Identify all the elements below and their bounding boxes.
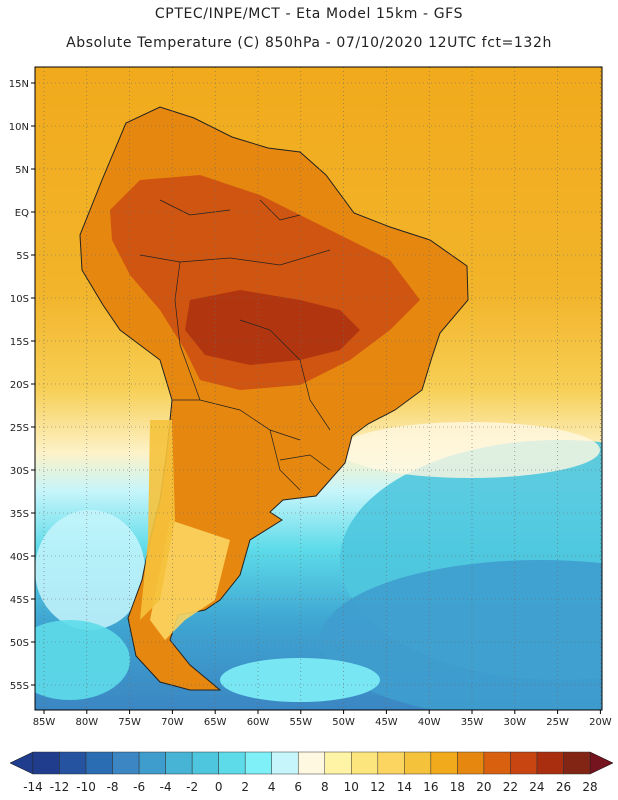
- lat-tick-label: 45S: [10, 595, 29, 606]
- colorbar-label: 2: [241, 780, 249, 794]
- colorbar-label: -10: [76, 780, 96, 794]
- cool-patagonia: [150, 520, 230, 640]
- southern-cool-patch: [220, 658, 380, 702]
- colorbar-label: 8: [321, 780, 329, 794]
- colorbar-bin: [377, 751, 405, 775]
- colorbar-label: 18: [450, 780, 465, 794]
- lon-tick-label: 35W: [461, 717, 484, 728]
- andes-cool-strip: [140, 420, 175, 620]
- colorbar-bin: [510, 751, 538, 775]
- lon-tick-label: 30W: [503, 717, 526, 728]
- colorbar: -14 -12 -10 -8 -6 -4 -2 0 2 4 6 8 10 12 14 16 18 20 22 24 26…: [9, 751, 614, 794]
- country-borders: [139, 199, 331, 491]
- colorbar-label: -2: [186, 780, 198, 794]
- colorbar-bin: [59, 751, 87, 775]
- lat-tick-label: 5S: [16, 251, 29, 262]
- lat-tick-label: 5N: [15, 165, 29, 176]
- colorbar-bin: [483, 751, 511, 775]
- colorbar-bin: [271, 751, 299, 775]
- colorbar-label: 28: [582, 780, 597, 794]
- lat-tick-label: 50S: [10, 638, 29, 649]
- lat-tick-label: 55S: [10, 681, 29, 692]
- lon-tick-label: 80W: [75, 717, 98, 728]
- colorbar-label: 10: [344, 780, 359, 794]
- colorbar-label: 26: [556, 780, 571, 794]
- colorbar-low-arrow: [9, 751, 34, 775]
- colorbar-bin: [430, 751, 458, 775]
- colorbar-bin: [191, 751, 219, 775]
- lat-tick-label: 15N: [9, 79, 29, 90]
- colorbar-bin: [351, 751, 379, 775]
- lat-tick-label: 35S: [10, 509, 29, 520]
- lon-tick-label: 65W: [204, 717, 227, 728]
- lat-tick-label: 15S: [10, 337, 29, 348]
- lat-tick-label: 20S: [10, 380, 29, 391]
- colorbar-bin: [218, 751, 246, 775]
- colorbar-label: 22: [503, 780, 518, 794]
- colorbar-bin: [32, 751, 60, 775]
- colorbar-bin: [536, 751, 564, 775]
- pacific-cold-patch: [35, 620, 130, 700]
- colorbar-label: 0: [215, 780, 223, 794]
- lon-tick-label: 60W: [247, 717, 270, 728]
- lat-tick-label: 40S: [10, 552, 29, 563]
- colorbar-label: -14: [23, 780, 43, 794]
- colorbar-bin: [138, 751, 166, 775]
- temperature-field: [35, 67, 602, 710]
- pacific-cool-patch: [35, 510, 145, 630]
- lon-tick-label: 85W: [33, 717, 56, 728]
- colorbar-label: 4: [268, 780, 276, 794]
- title-line-1: CPTEC/INPE/MCT - Eta Model 15km - GFS: [154, 6, 464, 22]
- grid-lines: [35, 67, 602, 710]
- colorbar-label: -6: [133, 780, 145, 794]
- lon-tick-label: 20W: [589, 717, 612, 728]
- colorbar-high-arrow: [589, 751, 614, 775]
- colorbar-bin: [112, 751, 140, 775]
- colorbar-label: 6: [294, 780, 302, 794]
- title-line-2: Absolute Temperature (C) 850hPa - 07/10/…: [66, 35, 552, 51]
- lon-tick-label: 25W: [546, 717, 569, 728]
- colorbar-bin: [404, 751, 432, 775]
- colorbar-bin: [563, 751, 591, 775]
- hottest-core: [185, 290, 360, 365]
- lat-tick-label: 25S: [10, 423, 29, 434]
- colorbar-label: -12: [50, 780, 70, 794]
- lon-tick-label: 75W: [118, 717, 141, 728]
- colorbar-label: -8: [107, 780, 119, 794]
- lon-tick-label: 55W: [289, 717, 312, 728]
- lon-tick-label: 50W: [332, 717, 355, 728]
- lon-tick-label: 70W: [161, 717, 184, 728]
- latitude-axis: 15N 10N 5N EQ 5S 10S 15S 20S 25S 30S 35S 40S 45S 50S 5…: [9, 79, 35, 692]
- colorbar-bin: [324, 751, 352, 775]
- mild-band: [340, 422, 600, 478]
- colorbar-label: 20: [476, 780, 491, 794]
- colorbar-label: 14: [397, 780, 412, 794]
- lon-tick-label: 40W: [418, 717, 441, 728]
- colorbar-label: -4: [160, 780, 172, 794]
- lat-tick-label: EQ: [15, 208, 29, 219]
- lat-tick-label: 10N: [9, 122, 29, 133]
- colorbar-bin: [297, 751, 326, 775]
- longitude-axis: 85W 80W 75W 70W 65W 60W 55W 50W 45W 40W 35W 30W 25W 2…: [33, 710, 612, 728]
- colorbar-bin: [85, 751, 113, 775]
- lat-tick-label: 30S: [10, 466, 29, 477]
- colorbar-bin: [165, 751, 193, 775]
- colorbar-bin: [244, 751, 272, 775]
- cold-ocean-pool-south: [320, 560, 602, 710]
- colorbar-label: 16: [423, 780, 438, 794]
- lon-tick-label: 45W: [375, 717, 398, 728]
- map-frame: [34, 66, 603, 711]
- lat-tick-label: 10S: [10, 294, 29, 305]
- colorbar-label: 24: [529, 780, 544, 794]
- colorbar-bin: [457, 751, 485, 775]
- colorbar-label: 12: [370, 780, 385, 794]
